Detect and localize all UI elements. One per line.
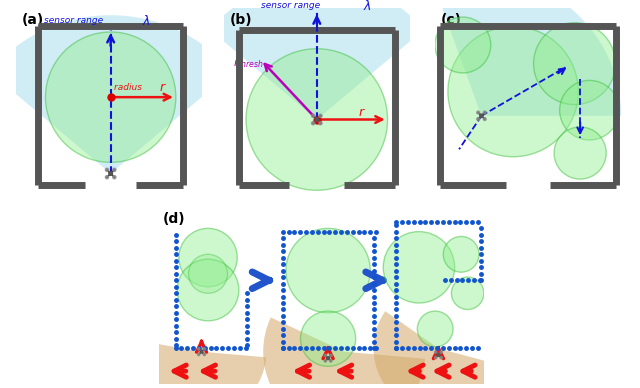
Text: $r$: $r$ <box>358 106 365 119</box>
Circle shape <box>246 49 388 190</box>
Circle shape <box>106 176 109 179</box>
Wedge shape <box>434 0 621 116</box>
Text: radius: radius <box>115 83 145 92</box>
Circle shape <box>330 354 332 357</box>
Circle shape <box>179 229 237 287</box>
Circle shape <box>286 229 371 313</box>
Circle shape <box>483 111 486 114</box>
Text: sensor range: sensor range <box>261 2 323 10</box>
Circle shape <box>534 23 616 105</box>
Circle shape <box>435 17 491 73</box>
Circle shape <box>435 357 437 359</box>
Circle shape <box>324 360 326 362</box>
Circle shape <box>448 26 579 157</box>
Circle shape <box>483 118 486 120</box>
Circle shape <box>189 254 227 293</box>
Circle shape <box>319 121 322 125</box>
Circle shape <box>554 127 606 179</box>
Circle shape <box>301 311 356 366</box>
Circle shape <box>477 111 479 114</box>
Circle shape <box>417 311 453 347</box>
Circle shape <box>113 168 116 171</box>
Wedge shape <box>136 340 266 388</box>
Text: (b): (b) <box>229 13 252 27</box>
Wedge shape <box>210 0 424 120</box>
Circle shape <box>198 353 200 355</box>
Circle shape <box>451 277 484 310</box>
Circle shape <box>559 80 620 140</box>
Wedge shape <box>0 15 232 173</box>
Circle shape <box>113 176 116 179</box>
Circle shape <box>312 114 315 118</box>
Circle shape <box>480 114 483 118</box>
Text: (c): (c) <box>440 13 461 27</box>
Circle shape <box>109 171 113 175</box>
Circle shape <box>45 32 176 162</box>
Circle shape <box>440 357 442 359</box>
Text: sensor range: sensor range <box>44 16 106 25</box>
Wedge shape <box>263 317 425 388</box>
Text: (d): (d) <box>163 212 185 226</box>
Circle shape <box>437 353 440 356</box>
Circle shape <box>200 350 203 353</box>
Circle shape <box>203 353 205 355</box>
Circle shape <box>106 168 109 171</box>
Circle shape <box>383 232 454 303</box>
Circle shape <box>198 348 200 350</box>
Circle shape <box>327 357 330 360</box>
Circle shape <box>315 118 319 121</box>
Circle shape <box>330 360 332 362</box>
Text: (a): (a) <box>21 13 44 27</box>
Circle shape <box>319 114 322 118</box>
Circle shape <box>477 118 479 120</box>
Text: $r$: $r$ <box>159 81 167 94</box>
Circle shape <box>440 351 442 353</box>
Circle shape <box>312 121 315 125</box>
Text: $\lambda$: $\lambda$ <box>142 14 151 28</box>
Circle shape <box>435 351 437 353</box>
Circle shape <box>203 348 205 350</box>
Circle shape <box>444 236 479 272</box>
Circle shape <box>324 354 326 357</box>
Text: $\lambda$: $\lambda$ <box>364 0 372 13</box>
Text: $r_{thresh}$: $r_{thresh}$ <box>233 57 264 70</box>
Wedge shape <box>374 311 501 388</box>
Circle shape <box>177 259 239 321</box>
